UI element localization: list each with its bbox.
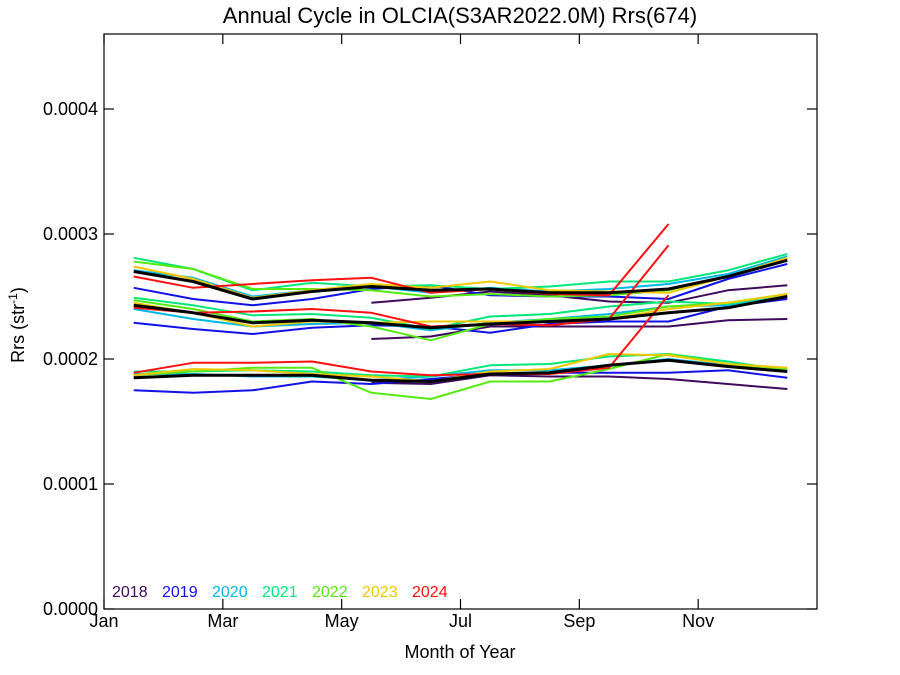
- series-2024-line: [133, 294, 670, 377]
- y-tick-label: 0.0001: [43, 474, 98, 494]
- legend: 2018 2019 2020 2021 2022 2023 2024: [112, 584, 448, 601]
- series-mean-line: [133, 258, 788, 301]
- y-axis-label-superscript: -1: [6, 293, 20, 304]
- x-tick-label: Sep: [563, 611, 595, 631]
- legend-entry-2022: 2022: [312, 584, 348, 601]
- y-tick-label: 0.0000: [43, 599, 98, 619]
- legend-entry-2019: 2019: [162, 584, 198, 601]
- series-2021-line: [133, 293, 788, 330]
- x-tick-label: Nov: [682, 611, 714, 631]
- series-2024-line: [133, 223, 670, 297]
- series-mean: [133, 258, 788, 383]
- y-axis: 0.0000 0.0001 0.0002 0.0003 0.0004: [43, 99, 817, 619]
- x-tick-label: Jul: [449, 611, 472, 631]
- series-2022-line: [133, 293, 788, 342]
- y-axis-label-close: ): [8, 287, 28, 293]
- x-tick-label: May: [325, 611, 359, 631]
- x-tick-label: Mar: [207, 611, 238, 631]
- y-axis-label: Rrs (str-1): [6, 287, 28, 363]
- y-axis-label-main: Rrs (str: [8, 304, 28, 363]
- y-tick-label: 0.0004: [43, 99, 98, 119]
- x-axis: Jan Mar May Jul Sep Nov: [89, 34, 714, 631]
- legend-entry-2018: 2018: [112, 584, 148, 601]
- series-2021-line: [133, 253, 788, 292]
- series-2023-line: [133, 293, 788, 328]
- legend-entry-2023: 2023: [362, 584, 398, 601]
- series-mean-line: [133, 295, 788, 330]
- series-2018-line: [371, 318, 788, 340]
- y-tick-label: 0.0003: [43, 224, 98, 244]
- series-2018-line: [371, 374, 788, 390]
- legend-entry-2020: 2020: [212, 584, 248, 601]
- series-layer: [133, 223, 788, 400]
- series-2024: [133, 223, 670, 377]
- legend-entry-2024: 2024: [412, 584, 448, 601]
- series-2019-line: [133, 298, 788, 335]
- chart-title: Annual Cycle in OLCIA(S3AR2022.0M) Rrs(6…: [223, 3, 697, 28]
- x-axis-label: Month of Year: [404, 642, 515, 662]
- series-2024-line: [133, 244, 670, 328]
- series-2022-line: [133, 353, 788, 400]
- y-tick-label: 0.0002: [43, 349, 98, 369]
- x-tick-label: Jan: [89, 611, 118, 631]
- legend-entry-2021: 2021: [262, 584, 298, 601]
- series-mean-line: [133, 358, 788, 383]
